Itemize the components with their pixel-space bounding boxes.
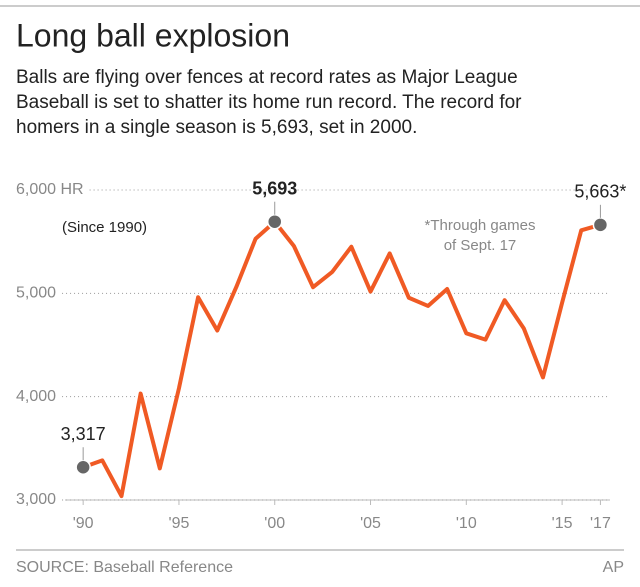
x-tick-label: '10: [456, 515, 477, 532]
annotation: *Through games: [425, 217, 536, 234]
subtitle: homers in a single season is 5,693, set …: [16, 117, 417, 138]
source: SOURCE: Baseball Reference: [16, 559, 233, 576]
annotation: of Sept. 17: [444, 237, 517, 254]
y-tick-label: 4,000: [16, 388, 56, 405]
value-label: 5,693: [252, 178, 297, 198]
note: (Since 1990): [62, 219, 147, 236]
credit: AP: [603, 559, 624, 576]
x-tick-label: '17: [590, 515, 611, 532]
line: [82, 219, 601, 499]
x-tick-label: '05: [360, 515, 381, 532]
x-tick-label: '90: [73, 515, 94, 532]
y-tick-label: 3,000: [16, 491, 56, 508]
chart-title: Long ball explosion: [16, 17, 290, 53]
value-label: 3,317: [61, 424, 106, 444]
subtitle: Balls are flying over fences at record r…: [16, 67, 518, 88]
point: [592, 217, 609, 233]
value-label: 5,663*: [574, 182, 626, 202]
subtitle: Baseball is set to shatter its home run …: [16, 92, 522, 113]
point: [266, 213, 283, 230]
y-tick-label: 5,000: [16, 285, 56, 302]
y-tick-label: 6,000 HR: [16, 181, 84, 198]
x-tick-label: '95: [169, 515, 190, 532]
x-tick-label: '15: [552, 515, 573, 532]
x-tick-label: '00: [264, 515, 285, 532]
point: [75, 459, 91, 475]
